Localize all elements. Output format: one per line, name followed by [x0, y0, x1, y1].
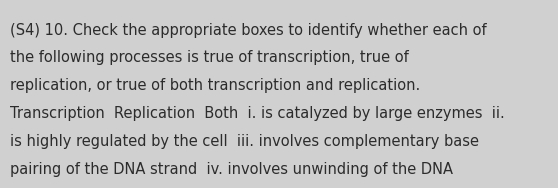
Text: pairing of the DNA strand  iv. involves unwinding of the DNA: pairing of the DNA strand iv. involves u… [10, 162, 453, 177]
Text: is highly regulated by the cell  iii. involves complementary base: is highly regulated by the cell iii. inv… [10, 134, 479, 149]
Text: (S4) 10. Check the appropriate boxes to identify whether each of: (S4) 10. Check the appropriate boxes to … [10, 23, 487, 38]
Text: the following processes is true of transcription, true of: the following processes is true of trans… [10, 50, 409, 65]
Text: Transcription  Replication  Both  i. is catalyzed by large enzymes  ii.: Transcription Replication Both i. is cat… [10, 106, 505, 121]
Text: replication, or true of both transcription and replication.: replication, or true of both transcripti… [10, 78, 420, 93]
